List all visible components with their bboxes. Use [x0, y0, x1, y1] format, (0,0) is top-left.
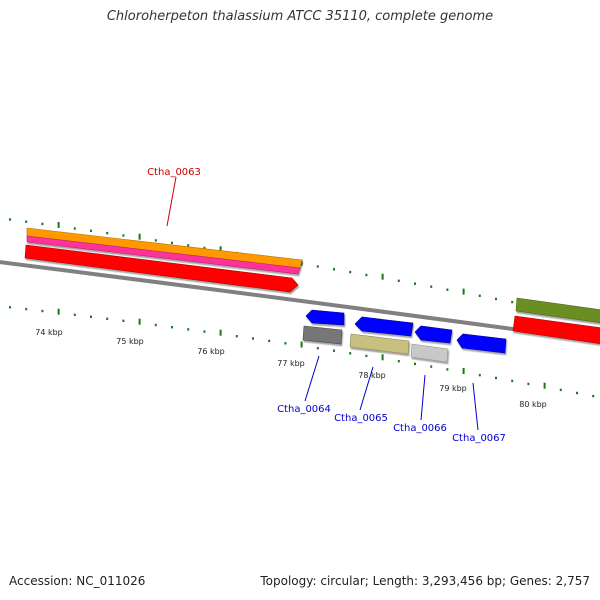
minor-tick [397, 279, 400, 282]
genome-backbone [0, 260, 600, 343]
minor-tick [397, 360, 400, 363]
khaki-gene-feature[interactable] [349, 333, 410, 355]
minor-tick [333, 268, 335, 271]
minor-tick [365, 354, 368, 358]
minor-tick [90, 315, 92, 318]
blue-gene-feature[interactable] [305, 309, 345, 326]
gene-label-ctha-0063[interactable]: Ctha_0063 [147, 167, 201, 178]
major-tick [138, 318, 141, 325]
minor-tick [106, 231, 109, 235]
scale-label-74-kbp: 74 kbp [35, 328, 63, 337]
major-tick [57, 308, 60, 315]
minor-tick [446, 368, 449, 371]
gene-label-ctha-0066[interactable]: Ctha_0066 [393, 423, 447, 434]
major-tick [543, 382, 546, 389]
major-tick [57, 222, 60, 228]
minor-tick [284, 342, 287, 345]
minor-tick [9, 306, 11, 309]
minor-tick [122, 319, 125, 322]
minor-tick [122, 234, 125, 237]
minor-tick [9, 218, 11, 221]
minor-tick [592, 394, 595, 398]
minor-tick [511, 379, 514, 383]
lightgrey-gene-feature[interactable] [410, 343, 449, 363]
major-tick [381, 273, 384, 280]
accession-label: Accession: NC_011026 [9, 574, 146, 588]
minor-tick [349, 352, 352, 355]
minor-tick [90, 229, 92, 232]
major-tick [462, 368, 465, 374]
minor-tick [527, 382, 530, 386]
minor-tick [235, 335, 238, 338]
ctha-0065-leader [359, 366, 374, 411]
scale-label-76-kbp: 76 kbp [197, 347, 225, 356]
major-tick [300, 341, 303, 348]
minor-tick [446, 288, 449, 291]
minor-tick [25, 220, 28, 223]
minor-tick [414, 282, 416, 285]
major-tick [219, 246, 222, 253]
minor-tick [106, 317, 109, 320]
blue-gene-feature[interactable] [354, 316, 414, 337]
minor-tick [187, 328, 190, 331]
olive-gene-feature[interactable] [515, 297, 600, 324]
major-tick [381, 354, 384, 361]
minor-tick [187, 244, 190, 247]
minor-tick [430, 365, 433, 368]
minor-tick [478, 373, 481, 377]
ctha-0064-leader [304, 355, 320, 402]
minor-tick [414, 362, 416, 366]
scale-label-80-kbp: 80 kbp [519, 400, 547, 409]
minor-tick [25, 307, 28, 311]
red-gene-right-feature[interactable] [512, 315, 600, 345]
minor-tick [154, 323, 157, 327]
minor-tick [365, 273, 368, 277]
minor-tick [154, 239, 157, 242]
scale-label-78-kbp: 78 kbp [358, 371, 386, 380]
minor-tick [268, 339, 271, 343]
blue-gene-feature[interactable] [414, 325, 453, 344]
minor-tick [511, 300, 514, 304]
minor-tick [349, 270, 352, 274]
map-title: Chloroherpeton thalassium ATCC 35110, co… [106, 9, 494, 24]
minor-tick [203, 246, 206, 250]
minor-tick [252, 337, 254, 340]
ctha-0066-leader [420, 374, 426, 421]
minor-tick [41, 222, 44, 226]
red-gene-feature[interactable] [24, 244, 299, 293]
minor-tick [559, 388, 562, 392]
minor-tick [316, 347, 319, 350]
blue-gene-feature[interactable] [456, 333, 507, 354]
grey-gene-feature[interactable] [302, 325, 343, 345]
minor-tick [316, 265, 319, 268]
minor-tick [73, 313, 76, 316]
magenta-band-feature[interactable] [26, 235, 301, 275]
major-tick [138, 233, 141, 240]
forward-tick-track [9, 218, 595, 320]
gene-label-ctha-0067[interactable]: Ctha_0067 [452, 433, 506, 444]
genome-summary: Topology: circular; Length: 3,293,456 bp… [260, 574, 590, 588]
minor-tick [495, 376, 497, 380]
scale-label-77-kbp: 77 kbp [277, 359, 305, 368]
minor-tick [333, 349, 335, 352]
minor-tick [495, 297, 497, 301]
scale-label-75-kbp: 75 kbp [116, 337, 144, 346]
scale-label-79-kbp: 79 kbp [439, 384, 467, 393]
minor-tick [203, 330, 206, 333]
ctha-0067-leader [472, 382, 479, 431]
minor-tick [576, 391, 578, 395]
minor-tick [73, 227, 76, 230]
reverse-tick-track [9, 306, 595, 398]
minor-tick [430, 285, 433, 288]
major-tick [219, 329, 222, 336]
gene-label-ctha-0064[interactable]: Ctha_0064 [277, 404, 331, 415]
minor-tick [171, 326, 173, 329]
minor-tick [171, 241, 173, 245]
minor-tick [478, 294, 481, 297]
major-tick [462, 288, 465, 295]
gene-label-ctha-0065[interactable]: Ctha_0065 [334, 413, 388, 424]
ctha-0063-leader [166, 176, 177, 227]
minor-tick [41, 309, 44, 313]
